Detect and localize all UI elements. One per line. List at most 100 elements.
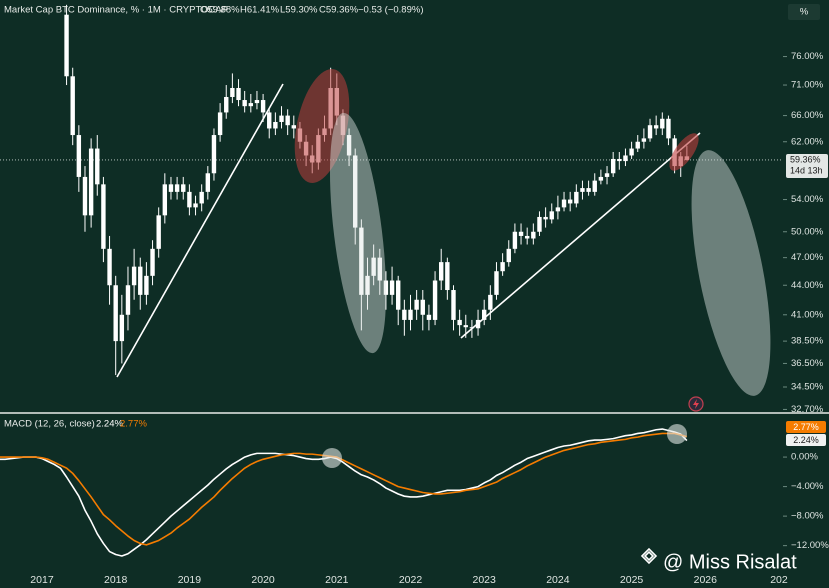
candle-body	[414, 299, 419, 310]
candle-body	[205, 173, 211, 192]
candle-body	[567, 199, 573, 204]
candle-body	[604, 173, 610, 177]
last-value-badge	[786, 153, 828, 178]
candle-body	[242, 100, 247, 107]
scale-button[interactable]	[788, 4, 820, 20]
y-tick-label: 41.00%	[791, 309, 824, 320]
candle-body	[463, 325, 468, 328]
candle-body	[623, 155, 628, 162]
candle-body	[359, 227, 364, 295]
y-tick-label: 66.00%	[791, 110, 824, 121]
y-tick-label: 76.00%	[791, 51, 824, 62]
candle-body	[279, 115, 284, 122]
y-tick-label: 44.00%	[791, 280, 824, 291]
y-tick-label: 36.50%	[791, 358, 824, 369]
candle-body	[580, 188, 585, 192]
macd-badge	[786, 434, 826, 446]
macd-line	[0, 428, 688, 557]
candle-body	[273, 121, 278, 129]
candle-body	[217, 112, 223, 136]
highlight-ellipse	[669, 133, 699, 171]
candle-body	[592, 180, 597, 192]
candle-body	[666, 118, 671, 139]
candle-body	[635, 141, 640, 149]
y-tick-label: 47.00%	[791, 252, 824, 263]
candle-body	[70, 76, 75, 136]
x-tick-label: 2022	[399, 574, 423, 586]
candle-body	[389, 280, 395, 295]
macd-title: MACD (12, 26, close)	[4, 419, 95, 430]
candle-body	[199, 191, 204, 204]
candle-body	[260, 100, 266, 113]
candle-body	[248, 103, 254, 107]
candle-body	[647, 125, 653, 139]
highlight-ellipse	[691, 150, 771, 396]
macd-legend-value: 2.77%	[120, 419, 147, 430]
candle-body	[365, 275, 370, 295]
macd-line	[0, 432, 688, 546]
highlight-circle	[322, 448, 342, 468]
candle-body	[101, 184, 106, 249]
candle-body	[113, 285, 118, 342]
candle-body	[64, 14, 69, 77]
candle-body	[224, 96, 229, 113]
x-tick-label: 2018	[104, 574, 128, 586]
ohlc-legend-value: O59.88%	[200, 5, 240, 16]
y-tick-label: −12.00%	[791, 540, 829, 551]
candle-body	[524, 235, 530, 239]
candle-body	[150, 248, 155, 276]
ohlc-legend-value: −0.53 (−0.89%)	[358, 5, 424, 16]
labels-layer: Market Cap BTC Dominance, % · 1M · CRYPT…	[4, 4, 829, 586]
y-tick-label: 34.50%	[791, 382, 824, 393]
candle-body	[426, 314, 432, 320]
candle-body	[377, 257, 382, 281]
ohlc-legend-value: L59.30%	[280, 5, 318, 16]
y-tick-label: 0.00%	[791, 452, 818, 463]
candle-body	[156, 215, 161, 249]
candle-body	[432, 280, 438, 320]
candle-body	[402, 309, 407, 320]
candle-body	[439, 262, 444, 281]
candle-body	[131, 266, 137, 286]
candle-body	[494, 271, 499, 295]
signal-badge	[786, 421, 826, 433]
candle-body	[371, 257, 376, 276]
y-tick-label: −4.00%	[791, 481, 824, 492]
candle-body	[346, 135, 352, 156]
candle-body	[653, 125, 659, 129]
scale-button-label[interactable]: %	[800, 7, 809, 18]
candle-body	[518, 231, 524, 236]
highlight-circle	[667, 424, 687, 444]
candle-body	[82, 176, 88, 216]
candle-body	[408, 309, 413, 320]
annotations	[116, 69, 771, 468]
y-tick-label: 54.00%	[791, 194, 824, 205]
event-icon-bolt	[693, 399, 699, 409]
candle-body	[88, 148, 94, 216]
candle-body	[138, 266, 143, 295]
candle-body	[549, 211, 554, 220]
candle-body	[181, 184, 186, 192]
candle-body	[174, 184, 180, 192]
x-tick-label: 202	[770, 574, 788, 586]
y-tick-label: 62.00%	[791, 136, 824, 147]
countdown-label: 14d 13h	[790, 165, 823, 175]
watermark: @ Miss Risalat	[663, 551, 797, 573]
candle-body	[586, 188, 591, 192]
candle-body	[76, 135, 82, 177]
candle-body	[445, 262, 450, 291]
candle-body	[629, 148, 634, 156]
candle-body	[193, 203, 198, 208]
x-tick-label: 2021	[325, 574, 349, 586]
y-tick-label: 71.00%	[791, 80, 824, 91]
candle-body	[617, 158, 622, 162]
macd-legend-value: 2.24%	[96, 419, 123, 430]
candle-body	[561, 199, 567, 208]
candle-body	[162, 184, 168, 216]
candle-body	[512, 231, 518, 249]
candle-body	[543, 216, 548, 220]
x-tick-label: 2025	[620, 574, 644, 586]
candle-body	[144, 275, 149, 295]
candle-body	[125, 285, 131, 315]
